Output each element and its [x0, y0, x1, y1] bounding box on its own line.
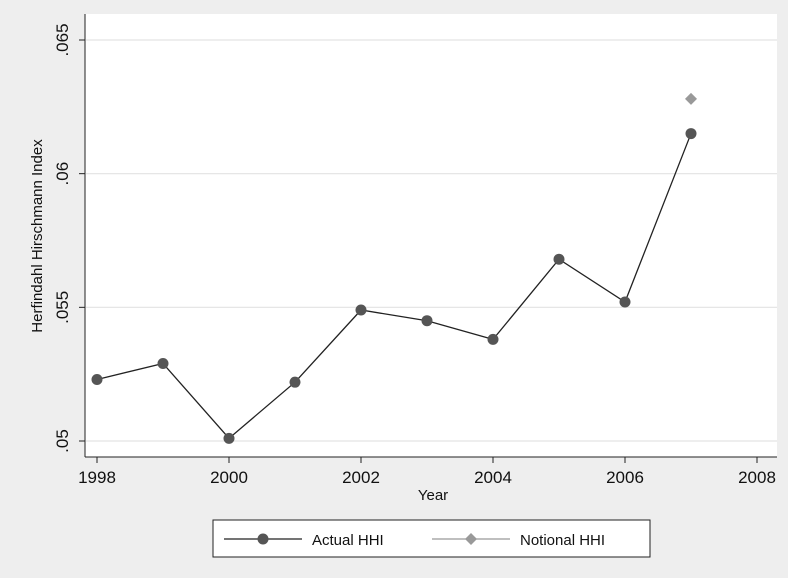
- data-point-actual-hhi: [289, 376, 301, 388]
- x-tick-label: 2004: [474, 468, 512, 487]
- legend: Actual HHI Notional HHI: [212, 519, 651, 558]
- x-tick-label: 2008: [738, 468, 776, 487]
- x-tick-label: 2002: [342, 468, 380, 487]
- data-point-actual-hhi: [421, 315, 433, 327]
- data-point-actual-hhi: [157, 357, 169, 369]
- x-axis-title: Year: [418, 487, 448, 504]
- data-point-actual-hhi: [223, 432, 235, 444]
- series-layer: [91, 92, 697, 444]
- legend-marker-notional: [465, 533, 477, 545]
- x-tick-label: 2006: [606, 468, 644, 487]
- data-point-actual-hhi: [685, 128, 697, 140]
- legend-marker-actual: [257, 533, 269, 545]
- data-point-actual-hhi: [91, 374, 103, 386]
- data-point-actual-hhi: [487, 333, 499, 345]
- gridlines: [86, 39, 777, 442]
- legend-label-actual: Actual HHI: [312, 532, 384, 549]
- y-tick-label: .05: [53, 429, 72, 453]
- legend-label-notional: Notional HHI: [520, 532, 605, 549]
- data-point-actual-hhi: [619, 296, 631, 308]
- y-axis-title: Herfindahl Hirschmann Index: [29, 139, 46, 333]
- y-tick-label: .065: [53, 23, 72, 56]
- data-point-actual-hhi: [553, 253, 565, 265]
- data-point-actual-hhi: [355, 304, 367, 316]
- y-axis-ticks: .05 .055 .06 .065: [53, 23, 85, 453]
- plot-area: [85, 14, 777, 457]
- series-line-actual-hhi: [96, 133, 692, 440]
- x-tick-label: 1998: [78, 468, 116, 487]
- x-axis-ticks: 1998 2000 2002 2004 2006 2008: [78, 457, 776, 487]
- y-tick-label: .06: [53, 162, 72, 186]
- data-point-notional-hhi: [685, 92, 697, 105]
- y-tick-label: .055: [53, 291, 72, 324]
- x-tick-label: 2000: [210, 468, 248, 487]
